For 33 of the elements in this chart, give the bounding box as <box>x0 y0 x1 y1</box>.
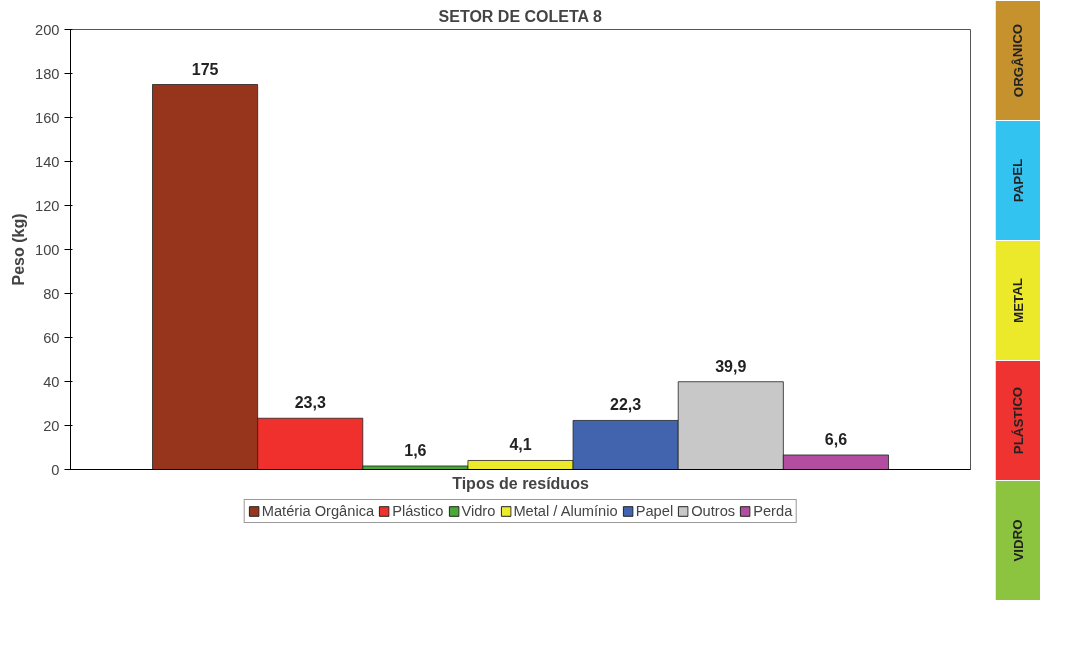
legend-label: Outros <box>691 503 736 519</box>
y-tick-label: 60 <box>43 329 60 346</box>
text: METAL <box>1010 278 1026 323</box>
y-tick-label: 20 <box>43 417 60 434</box>
legend-label: Papel <box>635 503 674 519</box>
y-tick-label: 0 <box>51 461 60 478</box>
y-tick-label: 200 <box>35 21 60 38</box>
y-axis-title: Peso (kg) <box>10 213 28 286</box>
legend-label: Matéria Orgânica <box>261 503 375 519</box>
y-tick-label: 140 <box>35 153 60 170</box>
x-axis-title: Tipos de resíduos <box>452 474 589 492</box>
text: 6,6 <box>824 430 848 448</box>
text: 39,9 <box>715 357 747 375</box>
text: PAPEL <box>1010 158 1026 203</box>
y-tick-label: 180 <box>35 65 60 82</box>
text: 4,1 <box>509 436 532 454</box>
text: VIDRO <box>1010 519 1026 562</box>
chart-title: SETOR DE COLETA 8 <box>438 7 602 25</box>
y-tick-label: 80 <box>43 285 60 302</box>
legend-label: Plástico <box>392 503 444 519</box>
y-tick-label: 100 <box>35 241 60 258</box>
legend-label: Perda <box>753 503 793 519</box>
text: PLÁSTICO <box>1010 386 1026 455</box>
text: 22,3 <box>610 396 642 414</box>
text: 23,3 <box>294 394 326 412</box>
legend-label: Vidro <box>461 503 496 519</box>
legend-label: Metal / Alumínio <box>513 503 618 519</box>
y-tick-label: 120 <box>35 197 60 214</box>
y-tick-label: 160 <box>35 109 60 126</box>
text: ORGÂNICO <box>1010 23 1026 98</box>
text: 175 <box>191 60 219 78</box>
y-tick-label: 40 <box>43 373 60 390</box>
text: 1,6 <box>404 441 427 459</box>
